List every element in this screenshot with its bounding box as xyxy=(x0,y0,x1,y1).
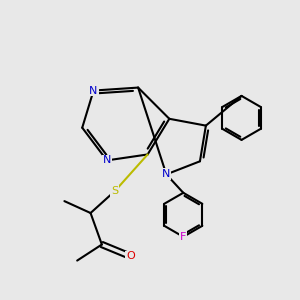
Text: S: S xyxy=(111,186,118,196)
Text: N: N xyxy=(89,85,98,96)
Text: N: N xyxy=(162,169,170,179)
Text: O: O xyxy=(126,251,135,261)
Text: F: F xyxy=(180,232,187,242)
Text: N: N xyxy=(103,155,111,165)
